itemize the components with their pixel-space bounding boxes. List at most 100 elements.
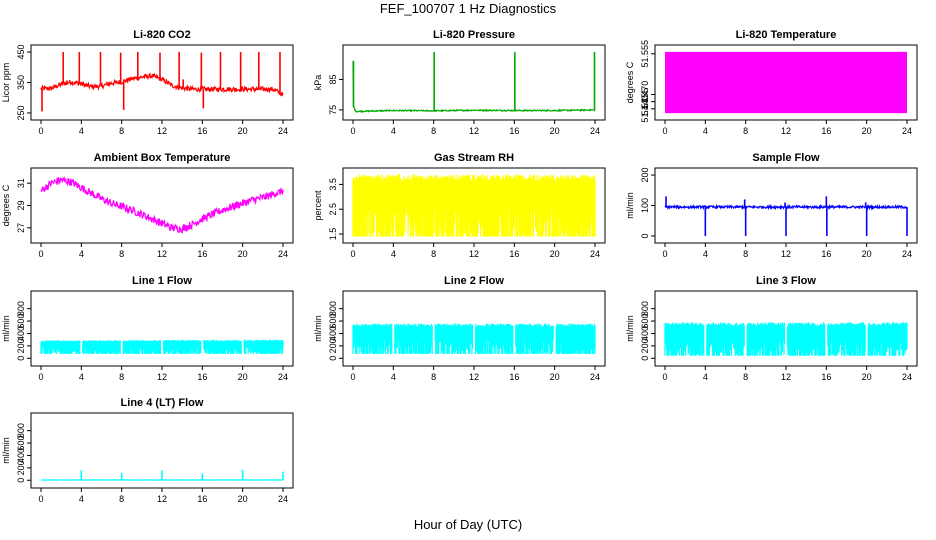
x-tick-label: 4 [391,372,396,382]
x-tick-label: 20 [862,249,872,259]
y-axis-label: ml/min [313,315,323,342]
y-axis-label: ml/min [1,437,11,464]
x-tick-label: 8 [119,249,124,259]
data-layer [352,323,596,354]
chart-title: Line 1 Flow [132,275,192,287]
x-tick-label: 12 [781,249,791,259]
chart-panel: Line 1 Flow ml/min 0 4 8 12 16 20 24 0 20040060080… [1,275,294,382]
data-series [352,174,596,237]
chart-title: Line 3 Flow [756,275,816,287]
y-tick-label: 800 [16,423,26,438]
x-tick-label: 16 [821,249,831,259]
y-tick-label: 400 [16,326,26,341]
chart-title: Line 4 (LT) Flow [121,397,204,409]
x-tick-label: 20 [238,372,248,382]
x-tick-label: 4 [79,249,84,259]
x-tick-label: 16 [821,372,831,382]
x-tick-label: 24 [278,126,288,136]
x-tick-label: 0 [38,126,43,136]
x-tick-label: 8 [743,249,748,259]
y-tick-label: 27 [16,223,26,233]
y-tick-label: 450 [16,45,26,60]
data-layer [41,469,284,481]
y-tick-label: 800 [640,301,650,316]
x-tick-label: 20 [862,126,872,136]
x-tick-label: 0 [38,494,43,504]
x-tick-label: 8 [119,126,124,136]
chart-panel: Sample Flow ml/min 0 4 8 12 16 20 24 0 100 200 [625,152,918,259]
page-xlabel: Hour of Day (UTC) [413,517,523,532]
y-tick-label: 400 [16,448,26,463]
x-tick-label: 12 [781,372,791,382]
y-tick-label: 400 [328,326,338,341]
y-tick-label: 200 [640,168,650,183]
x-tick-label: 12 [157,126,167,136]
x-tick-label: 0 [350,249,355,259]
chart-title: Li-820 Pressure [433,29,515,41]
y-tick-label: 0 [16,356,26,361]
x-tick-label: 24 [590,249,600,259]
x-tick-label: 12 [157,372,167,382]
data-layer [664,322,908,356]
y-tick-label: 2.5 [328,203,338,216]
x-tick-label: 4 [79,494,84,504]
chart-panel: Li-820 Pressure kPa 0 4 8 12 16 20 24 75 85 [313,29,606,136]
x-tick-label: 0 [38,372,43,382]
data-series [40,175,284,234]
data-series [40,339,284,354]
x-tick-label: 8 [743,126,748,136]
chart-title: Ambient Box Temperature [94,152,231,164]
data-series [352,323,596,354]
y-tick-label: 600 [640,314,650,329]
x-tick-label: 20 [238,494,248,504]
y-tick-label: 600 [328,314,338,329]
y-tick-label: 75 [328,105,338,115]
x-tick-label: 24 [590,126,600,136]
chart-title: Li-820 CO2 [133,29,190,41]
y-tick-label: 800 [16,301,26,316]
chart-title: Line 2 Flow [444,275,504,287]
y-tick-label: 200 [328,338,338,353]
y-tick-label: 0 [640,233,650,238]
x-tick-label: 12 [157,249,167,259]
y-axis-label: Licor ppm [1,63,11,103]
x-tick-label: 8 [431,249,436,259]
x-tick-label: 12 [469,249,479,259]
chart-panel: Line 2 Flow ml/min 0 4 8 12 16 20 24 0 20040060080… [313,275,606,382]
chart-panel: Li-820 CO2 Licor ppm 0 4 8 12 16 20 24 250 350 450 [1,29,294,136]
chart-panel: Line 3 Flow ml/min 0 4 8 12 16 20 24 0 20040060080… [625,275,918,382]
page-title: FEF_100707 1 Hz Diagnostics [379,1,557,16]
x-tick-label: 16 [197,126,207,136]
x-tick-label: 4 [703,249,708,259]
chart-title: Sample Flow [752,152,820,164]
y-tick-label: 85 [328,74,338,84]
x-tick-label: 12 [781,126,791,136]
y-tick-label: 51.470 [640,81,650,109]
chart-panel: Ambient Box Temperature degrees C 0 4 8 12 16 2… [1,152,294,259]
x-tick-label: 0 [662,126,667,136]
y-axis-label: ml/min [625,192,635,219]
x-tick-label: 24 [278,372,288,382]
y-tick-label: 29 [16,200,26,210]
data-series [664,322,908,356]
x-tick-label: 12 [157,494,167,504]
y-tick-label: 100 [640,198,650,213]
y-tick-label: 600 [16,314,26,329]
x-tick-label: 24 [902,126,912,136]
x-tick-label: 0 [662,372,667,382]
x-tick-label: 4 [703,126,708,136]
chart-panel: Line 4 (LT) Flow ml/min 0 4 8 12 16 20 24 0 200400… [1,397,294,504]
y-tick-label: 800 [328,301,338,316]
y-axis-label: percent [313,190,323,221]
x-tick-label: 24 [590,372,600,382]
x-tick-label: 4 [391,126,396,136]
data-layer [40,52,284,112]
plot-frame [342,44,606,121]
y-tick-label: 200 [16,460,26,475]
y-tick-label: 600 [16,436,26,451]
y-tick-label: 200 [16,338,26,353]
data-series [352,60,596,114]
data-layer [665,51,907,114]
y-axis-label: kPa [313,75,323,91]
